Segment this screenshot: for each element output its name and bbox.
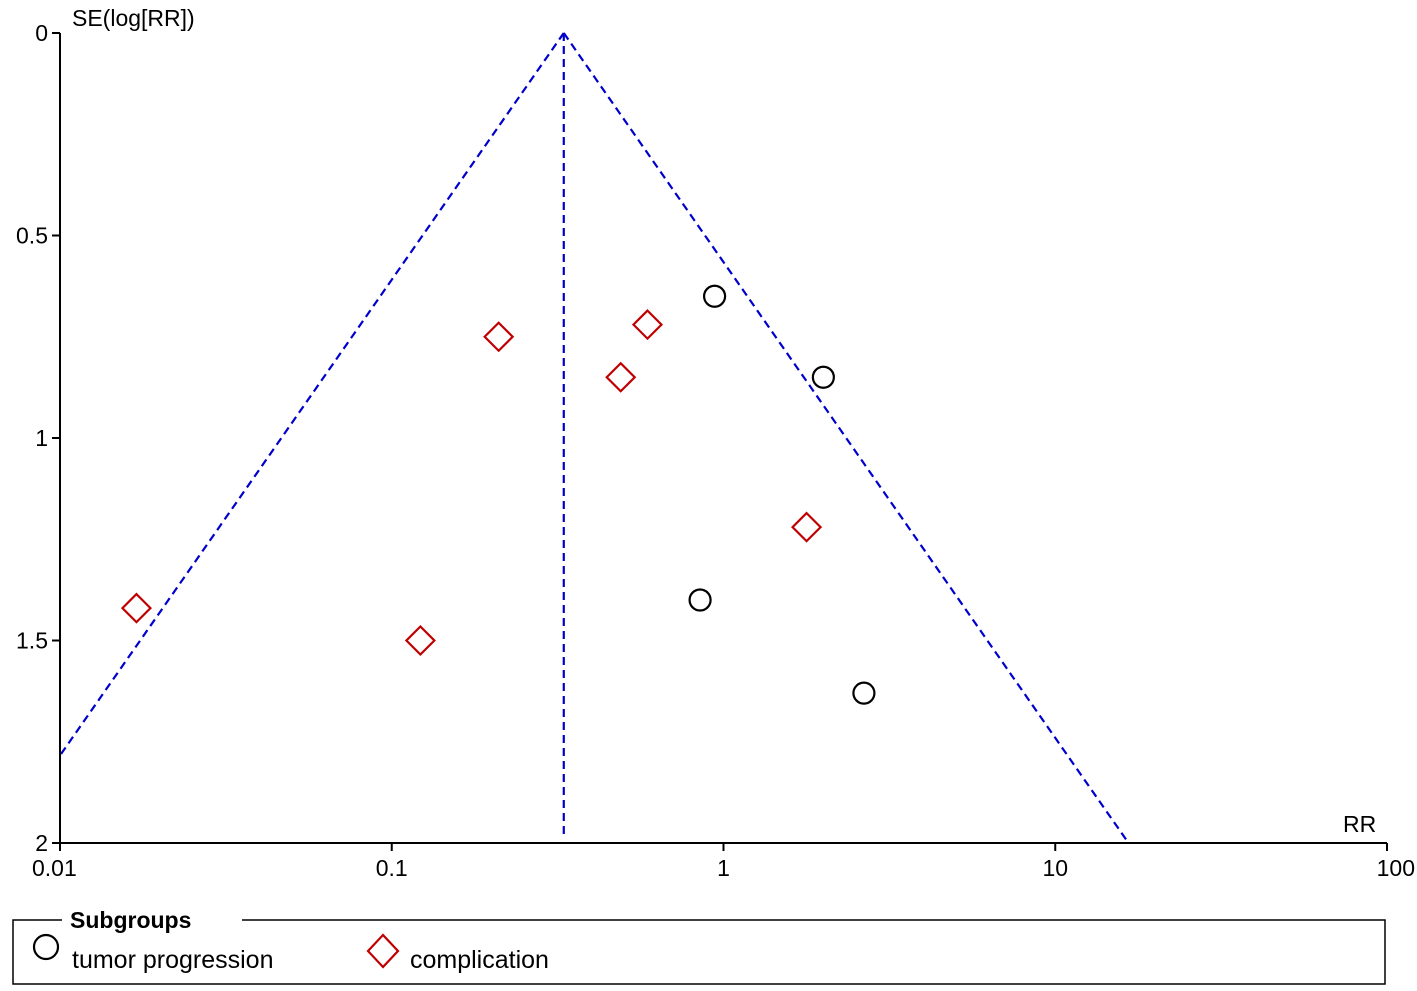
point-circle (852, 681, 876, 705)
legend-label-tumor-progression: tumor progression (72, 946, 273, 974)
legend-title-background (62, 906, 242, 934)
x-tick-label: 1 (717, 855, 730, 881)
legend-label-complication: complication (410, 946, 549, 974)
y-tick-label: 1.5 (16, 628, 48, 654)
legend: Subgroups tumor progression complication (12, 906, 1386, 985)
x-tick-label: 0.01 (32, 855, 77, 881)
funnel-lines (59, 32, 1130, 844)
legend-circle-icon (32, 933, 60, 961)
point-diamond (483, 321, 515, 353)
point-circle (702, 284, 727, 308)
x-tick-label: 0.1 (376, 855, 408, 881)
legend-title: Subgroups (70, 907, 191, 933)
axes: 0 0.5 1 1.5 20.01 0.1 1 10 100 (16, 20, 1415, 881)
point-diamond (605, 361, 637, 393)
y-tick-label: 1 (35, 425, 48, 451)
y-tick-label: 2 (35, 830, 48, 856)
x-tick-label: 10 (1042, 855, 1068, 881)
y-tick-label: 0 (35, 20, 48, 46)
y-tick-label: 0.5 (16, 223, 48, 249)
point-diamond (404, 624, 436, 657)
legend-diamond-icon (366, 933, 400, 969)
y-axis-title: SE(log[RR]) (72, 5, 195, 31)
point-circle (688, 588, 712, 612)
data-points (120, 284, 876, 705)
funnel-right-line (562, 32, 1130, 844)
x-axis-title: RR (1343, 811, 1376, 837)
funnel-left-line (59, 32, 565, 757)
legend-box (12, 919, 1386, 985)
point-diamond (631, 309, 664, 341)
point-diamond (120, 592, 153, 624)
point-circle (811, 365, 835, 389)
x-tick-label: 100 (1377, 855, 1415, 881)
point-diamond (791, 511, 823, 543)
